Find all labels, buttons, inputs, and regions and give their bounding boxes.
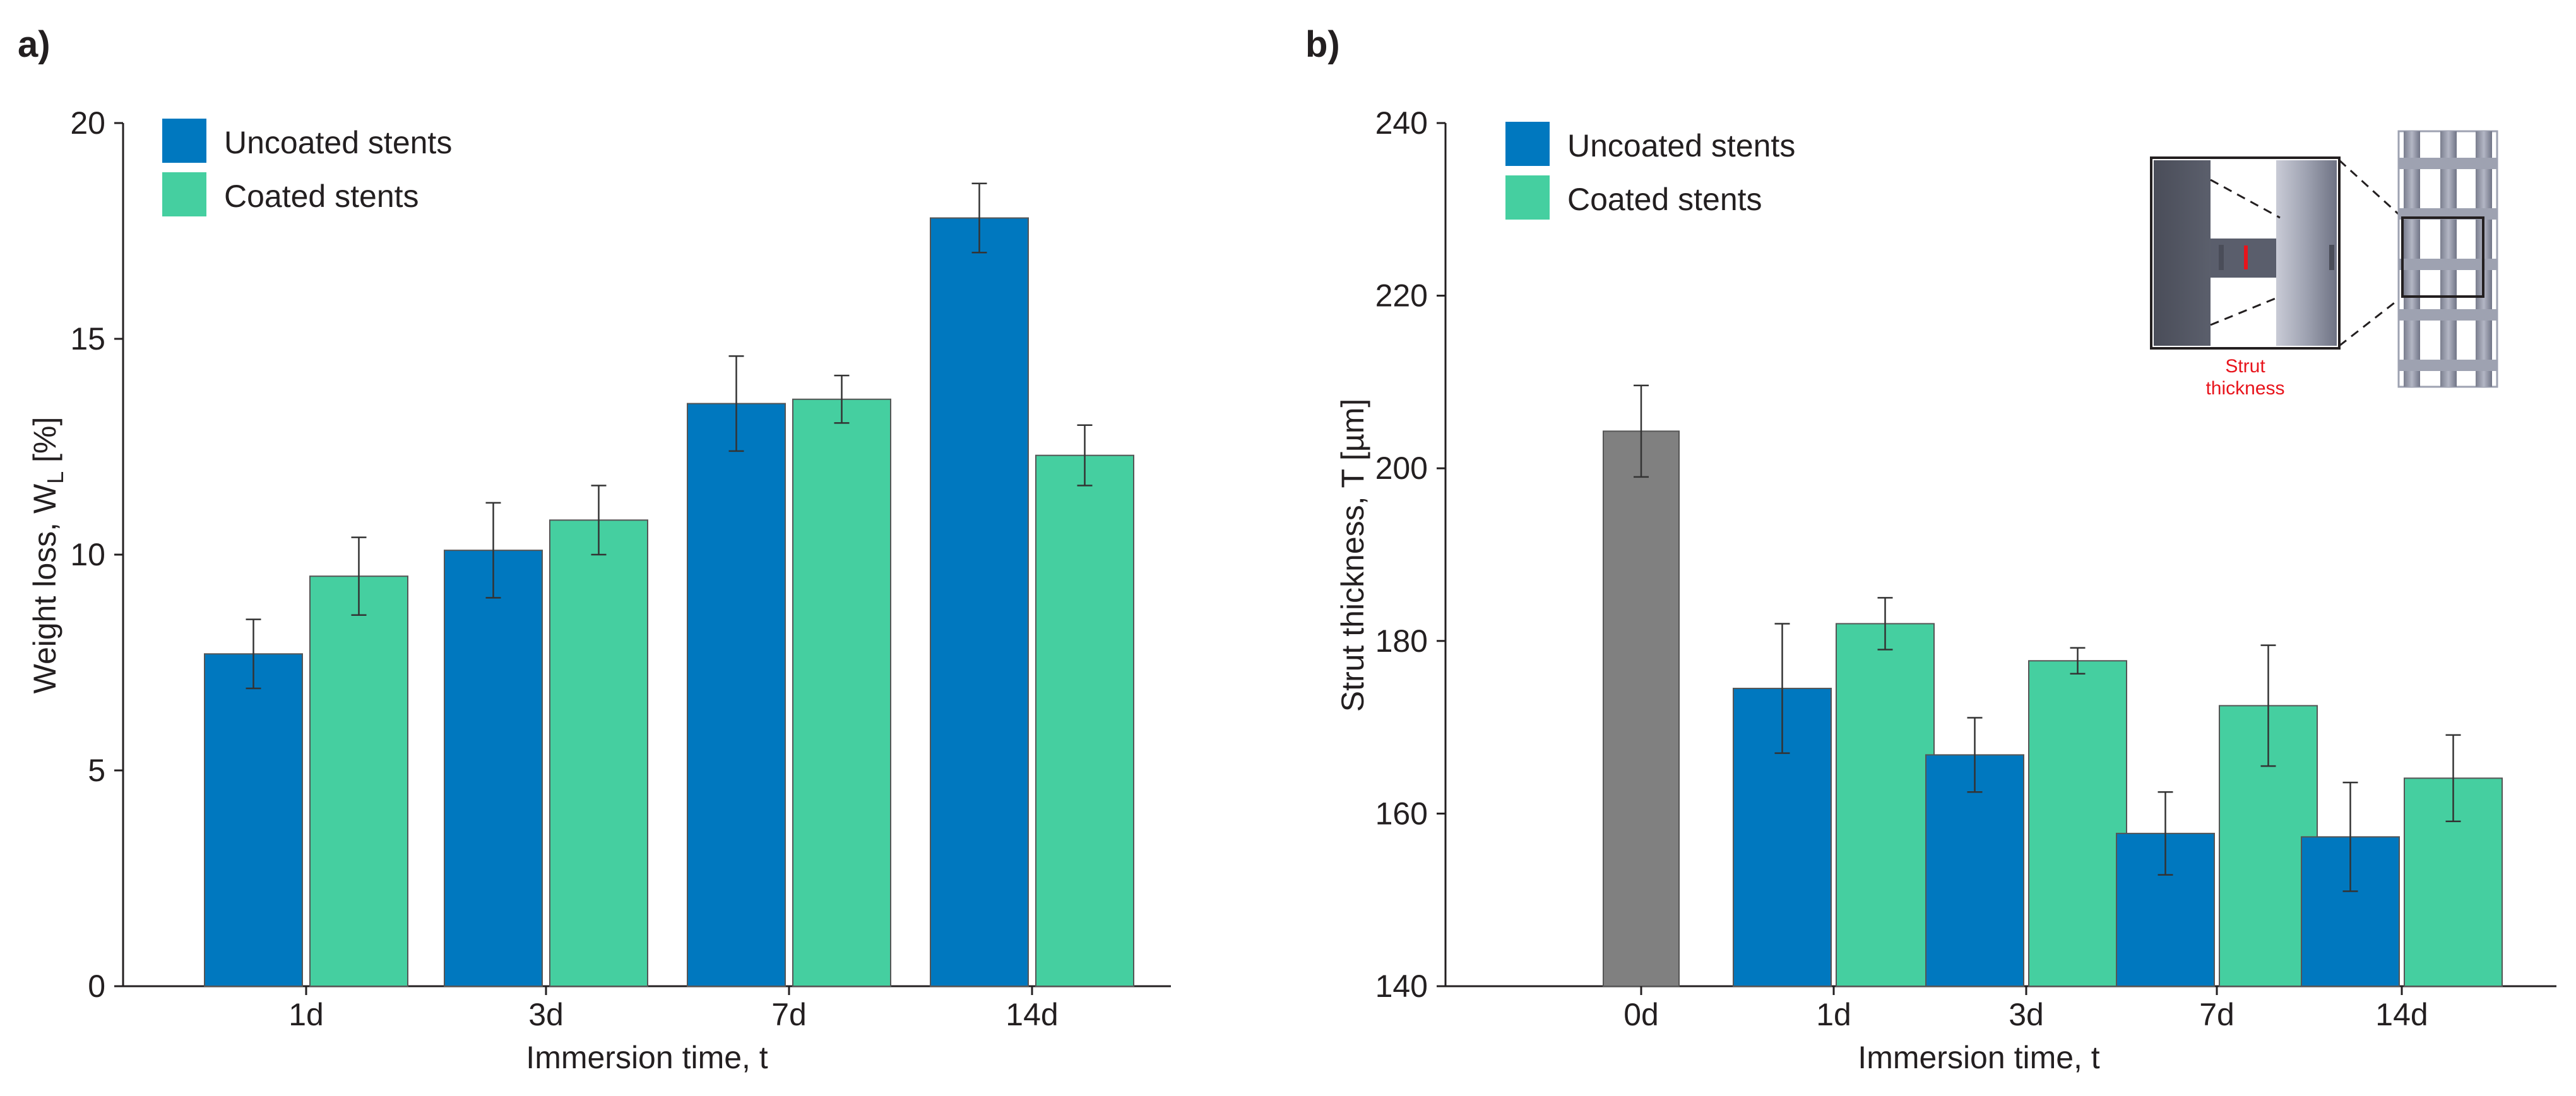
panel-a-y-label-main: Weight loss, W xyxy=(27,483,62,693)
x-tick-label: 7d xyxy=(2199,997,2235,1032)
x-tick-label: 3d xyxy=(528,997,564,1032)
error-bar-uncoated-14d xyxy=(2342,781,2358,892)
inset-strut-detail xyxy=(2329,245,2334,270)
panel-b-y-label: Strut thickness, T [µm] xyxy=(1335,399,1370,712)
bar-coated-14d xyxy=(1035,454,1134,987)
panel-b-y-ticks: 140 160 180 200 220 240 xyxy=(1375,105,1445,1004)
x-tick-label: 14d xyxy=(1006,997,1058,1032)
bar-coated-1d xyxy=(309,575,408,987)
error-bar-coated-1d xyxy=(1877,597,1893,651)
x-tick-label: 3d xyxy=(2009,997,2044,1032)
inset-connectors xyxy=(2210,159,2404,347)
bar-uncoated-3d xyxy=(444,550,543,987)
error-bar-coated-3d xyxy=(591,485,607,556)
legend-label-uncoated: Uncoated stents xyxy=(1567,128,1795,163)
panel-a-x-ticks: 1d 3d 7d 14d xyxy=(288,986,1059,1032)
panel-b-x-ticks: 0d 1d 3d 7d 14d xyxy=(1623,986,2428,1032)
x-tick-label: 1d xyxy=(288,997,324,1032)
error-bar-reference-0d xyxy=(1634,384,1649,478)
inset-annotation-line-1: Strut xyxy=(2225,356,2265,377)
error-bar-uncoated-1d xyxy=(246,618,261,690)
panel-a-y-label: Weight loss, WL [%] xyxy=(27,417,68,694)
panel-b-bars xyxy=(1603,384,2503,987)
y-tick-label: 160 xyxy=(1375,796,1428,831)
panel-a-y-ticks: 0 5 10 15 20 xyxy=(70,105,123,1004)
y-tick-label: 140 xyxy=(1375,969,1428,1004)
x-tick-label: 0d xyxy=(1623,997,1659,1032)
y-tick-label: 10 xyxy=(70,537,105,572)
y-tick-label: 180 xyxy=(1375,623,1428,659)
inset-annotation-line-2: thickness xyxy=(2205,378,2284,399)
bar-uncoated-14d xyxy=(930,217,1029,987)
inset-left-column xyxy=(2154,160,2211,346)
bar-coated-1d xyxy=(1836,623,1935,987)
legend-swatch-uncoated xyxy=(1505,122,1550,166)
panel-a-bars xyxy=(204,182,1134,987)
stent-inset-diagram: Strut thickness xyxy=(2150,130,2498,399)
legend-swatch-coated xyxy=(162,172,206,216)
panel-b-x-label: Immersion time, t xyxy=(1858,1040,2100,1075)
y-tick-label: 220 xyxy=(1375,278,1428,314)
bar-uncoated-7d xyxy=(687,403,786,987)
panel-a-y-label-unit-gap xyxy=(27,463,62,471)
error-bar-coated-14d xyxy=(1077,424,1093,486)
panel-a-legend: Uncoated stents Coated stents xyxy=(162,119,452,216)
error-bar-uncoated-3d xyxy=(485,502,501,599)
legend-swatch-uncoated xyxy=(162,119,206,163)
panel-a-x-label: Immersion time, t xyxy=(526,1040,768,1075)
error-bar-coated-3d xyxy=(2070,647,2086,675)
legend-swatch-coated xyxy=(1505,175,1550,220)
inset-strut-detail xyxy=(2219,245,2224,270)
y-tick-label: 15 xyxy=(70,321,105,356)
y-tick-label: 20 xyxy=(70,105,105,141)
inset-right-column xyxy=(2276,160,2337,346)
bar-reference-0d xyxy=(1603,430,1680,987)
panel-b-label: b) xyxy=(1305,24,1340,65)
y-tick-label: 200 xyxy=(1375,451,1428,486)
legend-label-coated: Coated stents xyxy=(1567,182,1762,217)
legend-label-coated: Coated stents xyxy=(224,179,419,214)
error-bar-uncoated-1d xyxy=(1774,623,1790,754)
error-bar-coated-7d xyxy=(2260,644,2276,767)
y-tick-label: 5 xyxy=(88,753,105,788)
y-tick-label: 240 xyxy=(1375,105,1428,141)
bar-coated-3d xyxy=(549,519,648,987)
inset-zoom-box xyxy=(2401,216,2484,298)
x-tick-label: 1d xyxy=(1816,997,1851,1032)
bar-coated-7d xyxy=(792,398,891,987)
legend-label-uncoated: Uncoated stents xyxy=(224,125,452,160)
bar-uncoated-1d xyxy=(204,653,303,987)
error-bar-coated-1d xyxy=(351,536,367,616)
panel-a-y-label-unit: [%] xyxy=(27,417,62,463)
bar-coated-3d xyxy=(2028,660,2127,987)
x-tick-label: 14d xyxy=(2375,997,2428,1032)
inset-full-stent xyxy=(2397,130,2498,388)
panel-b: b) 140 160 180 200 220 240 0d 1d 3d 7d 14d Immers… xyxy=(1305,24,2556,1075)
error-bar-coated-7d xyxy=(834,374,850,424)
error-bar-uncoated-7d xyxy=(2158,791,2173,876)
error-bar-uncoated-14d xyxy=(971,182,987,254)
x-tick-label: 7d xyxy=(771,997,807,1032)
error-bar-uncoated-7d xyxy=(728,355,744,452)
panel-a-label: a) xyxy=(18,24,50,65)
y-tick-label: 0 xyxy=(88,969,105,1004)
error-bar-coated-14d xyxy=(2445,734,2461,822)
panel-b-legend: Uncoated stents Coated stents xyxy=(1505,122,1795,220)
error-bar-uncoated-3d xyxy=(1967,717,1983,793)
panel-a-y-label-subscript: L xyxy=(42,471,68,484)
